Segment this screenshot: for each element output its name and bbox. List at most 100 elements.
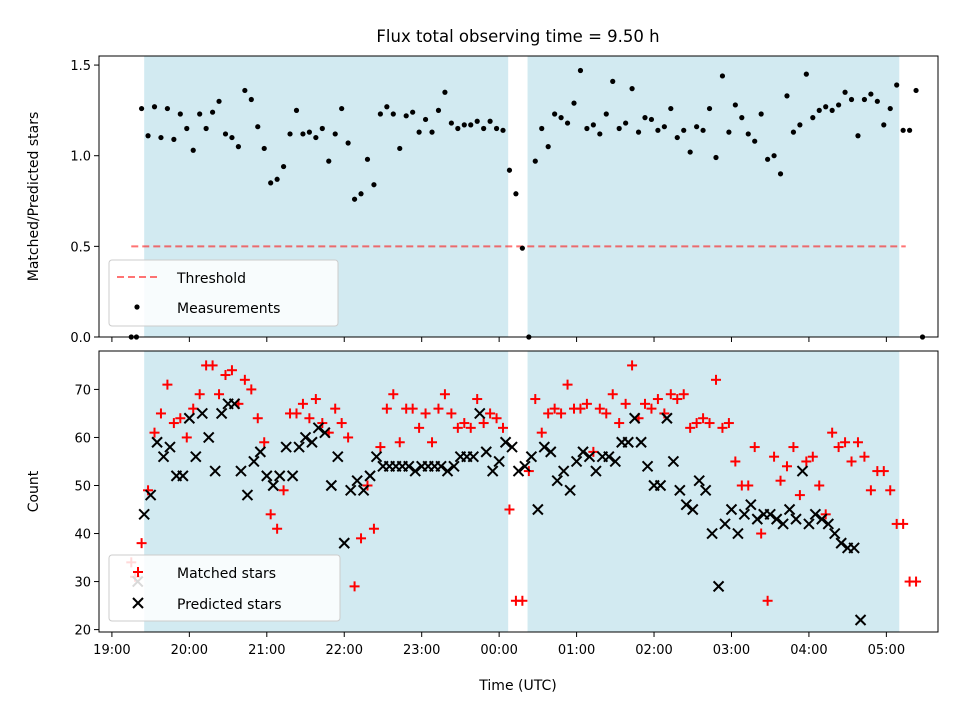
- y-tick-label: 30: [74, 576, 91, 591]
- matched-star-point: [717, 422, 728, 433]
- measurement-point: [448, 120, 454, 126]
- measurement-point: [513, 191, 519, 197]
- measurement-point: [216, 98, 222, 104]
- matched-star-point: [343, 432, 354, 443]
- predicted-star-point: [590, 465, 602, 477]
- observing-span: [527, 351, 900, 632]
- matched-star-point: [168, 418, 179, 429]
- predicted-star-point: [545, 446, 557, 458]
- predicted-star-point: [215, 407, 228, 420]
- predicted-star-point: [525, 450, 538, 463]
- measurement-point: [397, 145, 403, 152]
- measurement-point: [842, 89, 848, 95]
- measurement-point: [209, 109, 216, 115]
- matched-star-point: [272, 523, 283, 534]
- matched-star-point: [226, 365, 237, 376]
- axes-frame-top: [98, 55, 939, 338]
- predicted-star-point: [622, 436, 634, 448]
- legend-threshold-label: Threshold: [176, 271, 246, 287]
- measurement-point: [623, 120, 629, 126]
- predicted-star-point: [725, 503, 738, 516]
- matched-star-point: [356, 533, 367, 544]
- predicted-star-point: [235, 465, 247, 477]
- measurement-point: [293, 107, 300, 113]
- predicted-star-point: [267, 479, 279, 492]
- matched-star-point: [749, 442, 760, 453]
- matched-star-point: [465, 422, 476, 433]
- measurement-point: [907, 127, 913, 133]
- measurement-point: [539, 125, 545, 132]
- matched-star-point: [762, 595, 773, 606]
- matched-star-point: [833, 442, 844, 453]
- matched-star-point: [252, 413, 263, 424]
- measurement-point: [429, 129, 435, 135]
- y-tick-label: 50: [74, 479, 91, 494]
- legend-matched-label: Matched stars: [177, 566, 276, 582]
- predicted-star-point: [293, 441, 305, 453]
- matched-star-point: [801, 456, 812, 467]
- predicted-star-point: [745, 499, 757, 511]
- predicted-star-point: [209, 465, 221, 477]
- matched-star-point: [336, 418, 347, 429]
- measurement-point: [694, 124, 700, 130]
- matched-star-point: [136, 538, 147, 549]
- predicted-star-point: [693, 474, 705, 487]
- measurement-point: [700, 127, 706, 133]
- measurement-point: [145, 133, 151, 139]
- measurement-point: [726, 129, 732, 135]
- measurement-point: [545, 144, 551, 150]
- measurement-point: [248, 96, 254, 103]
- predicted-star-point: [254, 446, 267, 458]
- predicted-star-point: [790, 513, 802, 525]
- predicted-star-point: [777, 518, 789, 530]
- measurement-point: [887, 105, 893, 112]
- predicted-star-point: [319, 426, 331, 439]
- measurement-point: [351, 196, 358, 202]
- predicted-star-point: [286, 470, 299, 482]
- measurement-point: [739, 115, 745, 121]
- legend-box: [108, 259, 339, 327]
- y-tick-label: 70: [74, 383, 91, 398]
- predicted-star-point: [448, 460, 460, 472]
- matched-star-point: [698, 413, 709, 424]
- y-tick-label: 60: [74, 431, 91, 446]
- legend-measurements-label: Measurements: [177, 301, 280, 317]
- panel-bottom: 20 30 40 50 60 70 19:00 20:00 21:00 22:00 23:00 00:…: [26, 350, 939, 694]
- predicted-star-point: [848, 542, 860, 554]
- measurement-point: [519, 245, 525, 251]
- measurement-point: [719, 73, 726, 79]
- measurement-point: [403, 113, 409, 119]
- predicted-star-point: [441, 465, 454, 477]
- measurement-point: [823, 104, 829, 110]
- predicted-star-point: [803, 518, 815, 530]
- matched-star-point: [485, 408, 496, 419]
- measurement-point: [229, 134, 235, 141]
- matched-star-point: [775, 475, 786, 486]
- measurement-point: [668, 105, 674, 112]
- predicted-star-point: [299, 431, 312, 444]
- matched-star-point: [788, 442, 799, 453]
- y-tick-label: 20: [74, 624, 91, 639]
- matched-star-point: [685, 422, 696, 433]
- matched-star-point: [575, 403, 586, 414]
- measurement-point: [203, 125, 209, 132]
- matched-star-point: [265, 509, 276, 520]
- measurement-point: [713, 154, 719, 161]
- legend-measurement-swatch: [134, 304, 140, 310]
- matched-star-point: [852, 437, 863, 448]
- predicted-star-point: [609, 455, 622, 468]
- matched-star-point: [691, 418, 702, 429]
- x-tick-label: 01:00: [558, 643, 595, 658]
- predicted-star-point: [409, 465, 421, 477]
- predicted-star-point: [519, 460, 531, 472]
- matched-star-point: [446, 408, 457, 419]
- predicted-star-point: [364, 470, 376, 482]
- matched-star-point: [162, 379, 173, 390]
- predicted-star-point: [822, 518, 834, 530]
- predicted-star-point: [306, 436, 318, 448]
- measurement-point: [506, 167, 513, 173]
- legend-top: Threshold Measurements: [108, 259, 339, 327]
- measurement-point: [848, 96, 855, 103]
- predicted-star-point: [493, 455, 505, 468]
